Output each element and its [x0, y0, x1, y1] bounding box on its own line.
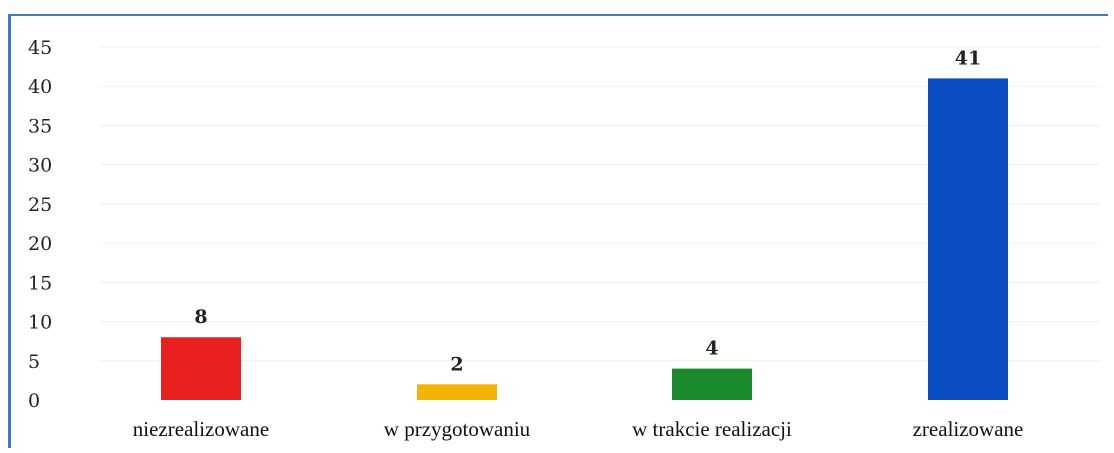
y-tick-label: 10: [28, 312, 52, 334]
y-tick-label: 45: [28, 37, 52, 59]
y-tick-label: 15: [28, 272, 52, 294]
category-label: w trakcie realizacji: [632, 417, 792, 441]
category-label: zrealizowane: [913, 417, 1024, 441]
y-tick-label: 20: [28, 233, 52, 255]
category-label: w przygotowaniu: [384, 417, 531, 441]
bar-zrealizowane: [928, 78, 1008, 400]
chart-frame: [8, 14, 1108, 448]
data-label: 2: [450, 353, 463, 375]
bar-w-przygotowaniu: [417, 384, 497, 400]
y-tick-label: 30: [28, 155, 52, 177]
category-label: niezrealizowane: [133, 417, 269, 441]
y-tick-label: 25: [28, 194, 52, 216]
data-label: 41: [955, 47, 981, 69]
data-label: 4: [705, 338, 718, 360]
bar-niezrealizowane: [161, 337, 241, 400]
y-tick-label: 35: [28, 115, 52, 137]
data-label: 8: [194, 306, 207, 328]
y-tick-label: 0: [28, 390, 40, 412]
y-tick-label: 40: [28, 76, 52, 98]
y-tick-label: 5: [28, 351, 40, 373]
bar-w-trakcie-realizacji: [672, 368, 752, 400]
